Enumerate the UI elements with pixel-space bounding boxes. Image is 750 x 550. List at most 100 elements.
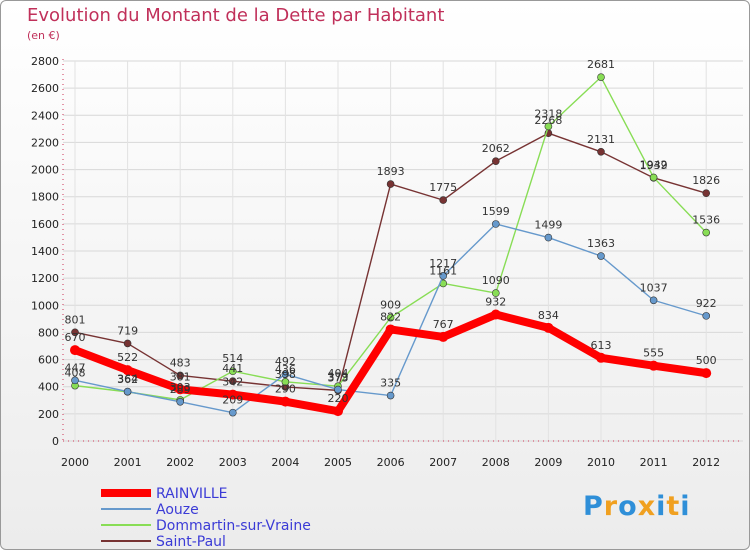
- data-point: [227, 389, 238, 400]
- y-tick-label: 600: [38, 354, 59, 367]
- data-point: [649, 173, 658, 182]
- data-point: [71, 328, 79, 337]
- data-label: 2131: [587, 133, 615, 146]
- legend-entry: Aouze: [156, 502, 199, 518]
- data-label: 1161: [429, 264, 457, 277]
- data-label: 364: [117, 373, 138, 386]
- data-label: 408: [65, 367, 86, 380]
- data-label: 2318: [534, 107, 562, 120]
- y-tick-label: 2400: [31, 109, 59, 122]
- data-label: 522: [117, 351, 138, 364]
- x-tick-label: 2011: [640, 456, 668, 469]
- data-point: [176, 397, 184, 406]
- data-label: 932: [485, 296, 506, 309]
- data-label: 290: [275, 383, 296, 396]
- chart-title: Evolution du Montant de la Dette par Hab…: [27, 5, 445, 26]
- data-label: 1599: [482, 205, 510, 218]
- data-label: 613: [591, 339, 612, 352]
- data-label: 834: [538, 309, 559, 322]
- x-tick-label: 2000: [61, 456, 89, 469]
- legend-entry: RAINVILLE: [156, 486, 228, 502]
- data-point: [701, 368, 712, 379]
- data-point: [649, 296, 658, 305]
- x-tick-label: 2007: [429, 456, 457, 469]
- y-tick-label: 2600: [31, 82, 59, 95]
- data-label: 441: [222, 362, 243, 375]
- data-point: [438, 331, 449, 342]
- chart-subtitle: (en €): [27, 29, 60, 42]
- data-point: [597, 252, 605, 260]
- data-label: 514: [222, 352, 243, 365]
- data-point: [229, 408, 237, 417]
- y-tick-label: 200: [38, 408, 59, 421]
- x-tick-label: 2006: [377, 456, 405, 469]
- data-label: 922: [696, 297, 717, 310]
- data-label: 1939: [640, 159, 668, 172]
- data-label: 822: [380, 310, 401, 323]
- data-point: [229, 367, 237, 376]
- x-tick-label: 2005: [324, 456, 352, 469]
- data-label: 670: [65, 331, 86, 344]
- x-tick-label: 2002: [166, 456, 194, 469]
- data-label: 555: [643, 347, 664, 360]
- data-label: 767: [433, 318, 454, 331]
- data-label: 2062: [482, 142, 510, 155]
- y-tick-label: 1800: [31, 191, 59, 204]
- data-point: [439, 196, 448, 204]
- y-tick-label: 1000: [31, 299, 59, 312]
- data-label: 719: [117, 324, 138, 337]
- y-tick-label: 1200: [31, 272, 59, 285]
- data-label: 1037: [640, 281, 668, 294]
- data-label: 801: [65, 313, 86, 326]
- data-point: [491, 157, 500, 165]
- data-label: 483: [170, 356, 191, 369]
- data-point: [176, 371, 184, 380]
- data-label: 398: [275, 368, 296, 381]
- data-point: [70, 345, 80, 356]
- y-tick-label: 400: [38, 381, 59, 394]
- data-label: 1363: [587, 237, 615, 250]
- data-point: [385, 324, 396, 335]
- x-tick-label: 2010: [587, 456, 615, 469]
- data-label: 436: [275, 363, 296, 376]
- data-point: [597, 73, 605, 81]
- data-point: [702, 228, 711, 237]
- y-tick-label: 1600: [31, 218, 59, 231]
- data-point: [596, 352, 606, 363]
- data-point: [281, 370, 290, 379]
- y-tick-label: 800: [38, 326, 59, 339]
- data-label: 2268: [534, 114, 562, 127]
- data-point: [386, 180, 395, 188]
- x-tick-label: 2012: [692, 456, 720, 469]
- data-point: [490, 309, 501, 320]
- x-tick-label: 2003: [219, 456, 247, 469]
- data-label: 1893: [377, 165, 405, 178]
- data-label: 1499: [534, 219, 562, 232]
- data-point: [648, 360, 659, 371]
- data-point: [334, 385, 342, 394]
- data-label: 1217: [429, 257, 457, 270]
- y-tick-label: 2800: [31, 55, 59, 68]
- data-point: [280, 396, 291, 407]
- y-tick-label: 2200: [31, 136, 59, 149]
- x-tick-label: 2001: [114, 456, 142, 469]
- data-point: [544, 233, 553, 242]
- data-point: [122, 365, 133, 376]
- data-point: [71, 376, 79, 385]
- data-point: [597, 147, 605, 156]
- data-point: [543, 322, 554, 333]
- data-point: [439, 272, 448, 280]
- x-tick-label: 2004: [271, 456, 299, 469]
- data-point: [544, 122, 553, 131]
- data-label: 303: [170, 381, 191, 394]
- data-label: 209: [222, 394, 243, 407]
- data-point: [702, 189, 711, 197]
- legend-entry: Dommartin-sur-Vraine: [156, 518, 311, 534]
- data-point: [702, 312, 711, 320]
- data-point: [386, 391, 395, 400]
- data-label: 289: [170, 383, 191, 396]
- data-label: 492: [275, 355, 296, 368]
- data-label: 381: [170, 370, 191, 383]
